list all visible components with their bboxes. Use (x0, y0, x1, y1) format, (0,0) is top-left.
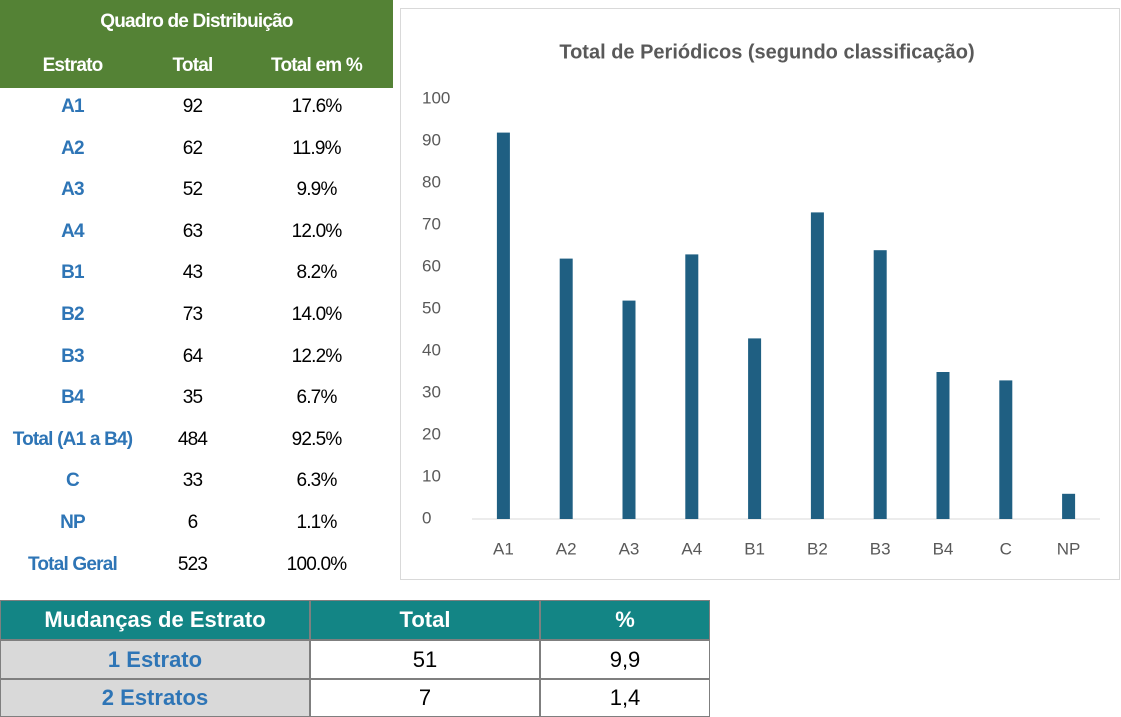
row-label: B2 (61, 304, 85, 325)
column-header: Total (172, 55, 214, 76)
x-tick-label: B3 (870, 539, 891, 558)
y-tick-label: 50 (422, 298, 441, 317)
bar (999, 380, 1013, 519)
x-tick-label: A1 (493, 539, 514, 558)
table-cell: 1,4 (540, 678, 710, 717)
x-tick-label: B1 (744, 539, 765, 558)
table-cell: 52 (182, 179, 203, 201)
table-cell: 6.3% (296, 470, 337, 492)
bar (559, 258, 573, 519)
y-tick-label: 30 (422, 382, 441, 401)
y-tick-label: 100 (422, 88, 450, 107)
column-header: Total em % (271, 55, 363, 76)
row-label: B3 (61, 345, 85, 367)
x-tick-label: C (1000, 539, 1012, 558)
bar (496, 132, 510, 519)
y-tick-label: 40 (422, 340, 441, 359)
row-label: 2 Estratos (0, 678, 310, 717)
table-cell: 12.0% (291, 220, 343, 242)
y-tick-label: 60 (422, 256, 441, 275)
table-cell: 9.9% (296, 179, 337, 201)
table-cell: 12.2% (291, 345, 343, 367)
row-label: A1 (61, 96, 85, 117)
row-label: B4 (61, 387, 85, 409)
table-cell: 73 (182, 304, 203, 325)
table-cell: 17.6% (291, 96, 343, 117)
row-label: B1 (61, 262, 85, 284)
table-cell: 8.2% (296, 262, 337, 284)
x-tick-label: NP (1057, 539, 1081, 558)
table-cell: 523 (177, 553, 208, 575)
row-label: Total Geral (27, 553, 118, 575)
column-header: Estrato (42, 55, 104, 76)
table-cell: 51 (310, 640, 540, 679)
table-title: Quadro de Distribuição (100, 11, 293, 32)
table-cell: 35 (182, 387, 203, 409)
row-label: NP (60, 512, 86, 533)
table-cell: 11.9% (292, 137, 341, 159)
x-tick-label: A4 (681, 539, 702, 558)
bar (936, 372, 950, 519)
table-cell: 64 (182, 345, 203, 367)
x-tick-label: A3 (619, 539, 640, 558)
table-cell: 92.5% (291, 428, 343, 450)
column-header: Mudanças de Estrato (0, 600, 310, 640)
table-cell: 100.0% (286, 553, 347, 575)
row-label: A3 (61, 179, 85, 201)
row-label: C (66, 470, 80, 492)
bar (810, 212, 824, 519)
table-cell: 92 (182, 96, 203, 117)
chart-title: Total de Periódicos (segundo classificaç… (559, 41, 974, 63)
bar (685, 254, 699, 519)
column-header: Total (310, 600, 540, 640)
x-tick-label: B4 (933, 539, 954, 558)
row-label: A2 (61, 137, 85, 159)
bar (1062, 493, 1076, 519)
table-header-bg (0, 0, 393, 88)
table-cell: 62 (182, 137, 203, 159)
row-label: Total (A1 a B4) (12, 428, 133, 450)
y-tick-label: 80 (422, 172, 441, 191)
y-tick-label: 70 (422, 214, 441, 233)
column-header: % (540, 600, 710, 640)
x-tick-label: A2 (556, 539, 577, 558)
table-cell: 1.1% (296, 512, 337, 533)
row-label: A4 (61, 220, 85, 242)
table-cell: 9,9 (540, 640, 710, 679)
y-tick-label: 0 (422, 508, 431, 527)
table-cell: 63 (182, 220, 203, 242)
table-cell: 6.7% (296, 387, 337, 409)
y-tick-label: 10 (422, 466, 441, 485)
y-tick-label: 90 (422, 130, 441, 149)
y-tick-label: 20 (422, 424, 441, 443)
bar (748, 338, 762, 519)
chart: Total de Periódicos (segundo classificaç… (400, 8, 1120, 580)
row-label: 1 Estrato (0, 640, 310, 679)
table-cell: 14.0% (291, 304, 343, 325)
table-cell: 484 (177, 428, 208, 450)
table-cell: 33 (182, 470, 203, 492)
table-cell: 43 (182, 262, 203, 284)
bar (873, 250, 887, 519)
table-cell: 6 (187, 512, 199, 533)
bar (622, 300, 636, 519)
x-tick-label: B2 (807, 539, 828, 558)
table-cell: 7 (310, 678, 540, 717)
